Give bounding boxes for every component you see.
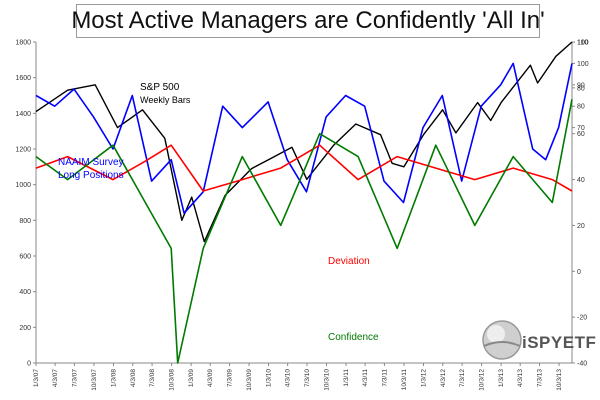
y-left-tick-label: 1200 xyxy=(15,147,31,154)
label-naaim-line2: Long Positions xyxy=(58,170,124,181)
x-tick-label: 7/3/11 xyxy=(381,369,388,387)
series-lines xyxy=(35,41,573,364)
ispyetf-logo xyxy=(482,320,522,360)
x-tick-label: 7/3/10 xyxy=(304,369,311,387)
x-tick-label: 1/3/09 xyxy=(188,369,195,387)
series-line-confidence xyxy=(35,99,573,364)
logo-globe-band xyxy=(483,341,521,347)
x-tick-label: 1/3/10 xyxy=(266,369,273,387)
x-tick-label: 4/3/12 xyxy=(440,369,447,387)
y-right-devconf-tick-label: 60 xyxy=(577,131,585,138)
label-confidence: Confidence xyxy=(328,332,379,343)
y-right-naaim-tick-label: 90 xyxy=(577,82,585,89)
y-left-tick-label: 600 xyxy=(19,254,31,261)
y-left-tick-label: 200 xyxy=(19,325,31,332)
label-naaim-line1: NAAIM Survey xyxy=(58,157,124,168)
y-right-devconf-tick-label: 20 xyxy=(577,223,585,230)
x-tick-label: 7/3/08 xyxy=(149,369,156,387)
logo-globe-highlight xyxy=(487,325,505,343)
series-line-deviation xyxy=(35,144,573,192)
x-tick-label: 7/3/07 xyxy=(71,369,78,387)
x-tick-label: 4/3/13 xyxy=(517,369,524,387)
series-labels: S&P 500 Weekly Bars NAAIM Survey Long Posit… xyxy=(58,82,379,343)
x-tick-label: 4/3/08 xyxy=(130,369,137,387)
y-right-devconf-tick-label: -40 xyxy=(577,361,587,368)
logo-text: iSPYETF xyxy=(522,333,597,352)
x-tick-label: 1/3/12 xyxy=(420,369,427,387)
x-tick-label: 7/3/12 xyxy=(459,369,466,387)
x-tick-label: 10/3/08 xyxy=(169,369,176,391)
y-right-devconf-tick-label: 80 xyxy=(577,85,585,92)
y-left-tick-label: 0 xyxy=(27,361,31,368)
y-right-naaim-tick-label: 110 xyxy=(577,40,588,47)
y-left-tick-label: 1400 xyxy=(15,111,31,118)
x-tick-label: 4/3/10 xyxy=(285,369,292,387)
series-line-s-p-500 xyxy=(35,41,573,243)
x-tick-label: 1/3/07 xyxy=(33,369,40,387)
x-tick-label: 1/3/11 xyxy=(343,369,350,387)
x-tick-label: 4/3/11 xyxy=(362,369,369,387)
label-sp500-line1: S&P 500 xyxy=(140,82,180,93)
y-right-devconf-tick-label: 40 xyxy=(577,177,585,184)
x-tick-label: 10/3/13 xyxy=(556,369,563,391)
y-right-devconf-tick-label: -20 xyxy=(577,315,587,322)
label-sp500-line2: Weekly Bars xyxy=(140,95,191,105)
x-tick-label: 4/3/07 xyxy=(52,369,59,387)
x-tick-label: 10/3/07 xyxy=(91,369,98,391)
axes: 0200400600800100012001400160018007080901… xyxy=(15,40,588,391)
y-left-tick-label: 1600 xyxy=(15,75,31,82)
y-left-tick-label: 400 xyxy=(19,289,31,296)
x-tick-label: 1/3/08 xyxy=(110,369,117,387)
y-right-naaim-tick-label: 70 xyxy=(577,125,585,132)
chart-title: Most Active Managers are Confidently 'Al… xyxy=(71,4,545,38)
y-left-tick-label: 1000 xyxy=(15,182,31,189)
y-right-devconf-tick-label: 0 xyxy=(577,269,581,276)
y-right-naaim-tick-label: 80 xyxy=(577,104,585,111)
x-tick-label: 4/3/09 xyxy=(207,369,214,387)
y-left-tick-label: 800 xyxy=(19,218,31,225)
x-tick-label: 1/3/13 xyxy=(498,369,505,387)
x-tick-label: 7/3/09 xyxy=(227,369,234,387)
y-right-naaim-tick-label: 100 xyxy=(577,61,589,68)
label-deviation: Deviation xyxy=(328,256,370,267)
x-tick-label: 10/3/09 xyxy=(246,369,253,391)
x-tick-label: 10/3/11 xyxy=(401,369,408,391)
x-tick-label: 7/3/13 xyxy=(537,369,544,387)
series-line-naaim-survey-long-positions xyxy=(35,62,573,214)
x-tick-label: 10/3/10 xyxy=(323,369,330,391)
y-right-devconf-tick-label: 100 xyxy=(577,40,589,47)
x-tick-label: 10/3/12 xyxy=(479,369,486,391)
y-left-tick-label: 1800 xyxy=(15,40,31,47)
